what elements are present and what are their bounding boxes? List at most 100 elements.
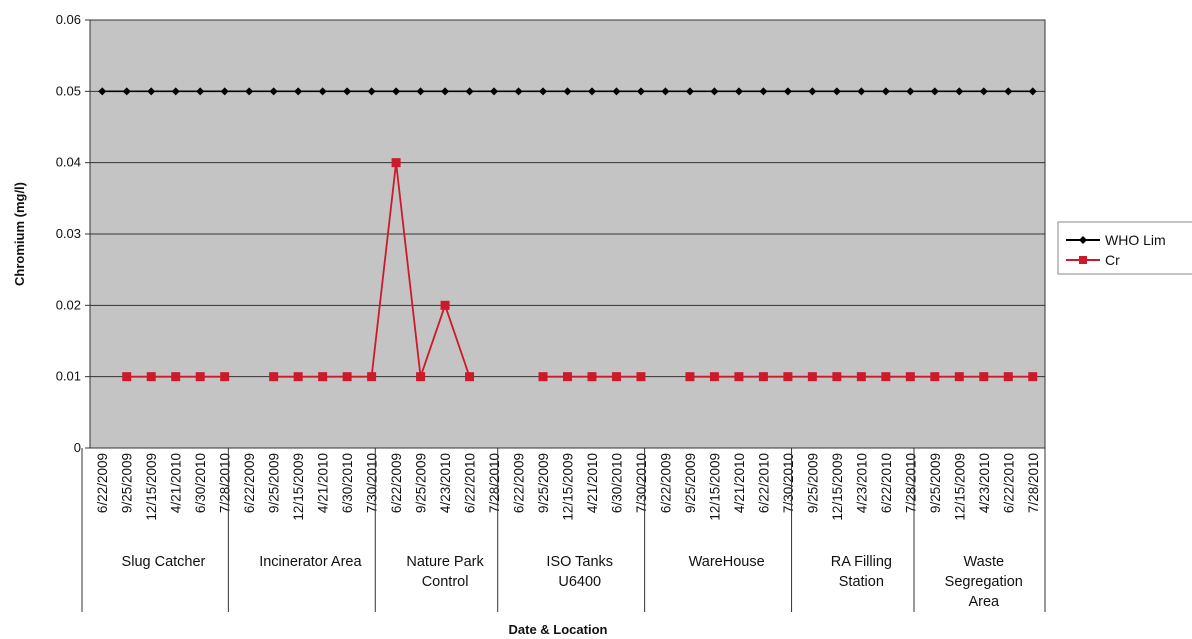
- data-point: [1004, 87, 1013, 96]
- x-date-label: 6/22/2009: [389, 453, 404, 513]
- data-point: [1003, 372, 1013, 382]
- data-point: [661, 87, 670, 96]
- data-point: [367, 372, 377, 382]
- data-point: [416, 372, 426, 382]
- data-point: [611, 372, 621, 382]
- legend-marker-cr: [1079, 256, 1087, 264]
- data-point: [636, 87, 645, 96]
- legend-marker-who: [1079, 236, 1087, 244]
- x-date-label: 12/15/2009: [707, 453, 722, 521]
- x-date-label: 12/15/2009: [291, 453, 306, 521]
- data-point: [539, 87, 548, 96]
- data-point: [832, 87, 841, 96]
- x-axis-title: Date & Location: [509, 622, 608, 637]
- data-point: [220, 372, 230, 382]
- y-axis-title: Chromium (mg/l): [12, 182, 27, 286]
- y-tick-label: 0: [74, 440, 81, 455]
- x-date-label: 4/23/2010: [854, 453, 869, 513]
- group-label: WareHouse: [689, 554, 765, 570]
- data-point: [563, 87, 572, 96]
- data-point: [367, 87, 376, 96]
- x-date-label: 12/15/2009: [952, 453, 967, 521]
- y-tick-label: 0.01: [56, 369, 81, 384]
- data-point: [906, 87, 915, 96]
- x-date-label: 9/25/2009: [267, 453, 282, 513]
- x-date-label: 6/22/2009: [658, 453, 673, 513]
- x-date-label: 7/30/2010: [365, 453, 380, 513]
- data-point: [465, 372, 475, 382]
- x-date-label: 6/30/2010: [340, 453, 355, 513]
- group-label: ISO Tanks: [546, 554, 613, 570]
- x-date-label: 4/23/2010: [438, 453, 453, 513]
- x-date-label: 4/21/2010: [169, 453, 184, 513]
- data-point: [465, 87, 474, 96]
- data-point: [807, 372, 817, 382]
- data-point: [979, 87, 988, 96]
- x-date-label: 7/30/2010: [634, 453, 649, 513]
- group-label: Segregation: [945, 574, 1023, 590]
- data-point: [294, 87, 303, 96]
- data-point: [343, 87, 352, 96]
- x-date-label: 6/22/2010: [756, 453, 771, 513]
- x-date-label: 4/23/2010: [977, 453, 992, 513]
- data-point: [612, 87, 621, 96]
- data-point: [881, 372, 891, 382]
- group-label: U6400: [558, 574, 601, 590]
- data-point: [783, 372, 793, 382]
- group-label: RA Filling: [831, 554, 892, 570]
- data-point: [318, 372, 328, 382]
- x-date-label: 9/25/2009: [683, 453, 698, 513]
- data-point: [440, 300, 450, 310]
- group-label: Nature Park: [406, 554, 484, 570]
- data-point: [98, 87, 107, 96]
- x-date-label: 9/25/2009: [536, 453, 551, 513]
- legend-box: [1057, 221, 1192, 275]
- x-date-label: 4/21/2010: [732, 453, 747, 513]
- data-point: [1028, 372, 1038, 382]
- x-date-label: 7/28/2010: [1026, 453, 1041, 513]
- data-point: [171, 87, 180, 96]
- series-0: [98, 87, 1037, 96]
- y-tick-label: 0.03: [56, 226, 81, 241]
- legend-label-who: WHO Lim: [1105, 232, 1166, 248]
- data-point: [587, 87, 596, 96]
- data-point: [856, 372, 866, 382]
- x-date-label: 6/30/2010: [193, 453, 208, 513]
- data-point: [171, 372, 181, 382]
- data-point: [881, 87, 890, 96]
- group-label: Incinerator Area: [259, 554, 362, 570]
- data-point: [416, 87, 425, 96]
- data-point: [930, 87, 939, 96]
- x-date-label: 12/15/2009: [561, 453, 576, 521]
- y-tick-label: 0.04: [56, 155, 81, 170]
- x-date-label: 12/15/2009: [830, 453, 845, 521]
- x-date-label: 6/22/2010: [1001, 453, 1016, 513]
- data-point: [954, 372, 964, 382]
- x-date-label: 4/21/2010: [585, 453, 600, 513]
- x-axis-categories: 6/22/2009 9/25/2009 12/15/2009 4/21/2010 6/3…: [81, 448, 1046, 612]
- data-point: [734, 372, 744, 382]
- data-point: [269, 87, 278, 96]
- x-date-label: 9/25/2009: [805, 453, 820, 513]
- x-date-label: 6/22/2009: [242, 453, 257, 513]
- x-date-label: 4/21/2010: [316, 453, 331, 513]
- x-date-label: 7/30/2010: [781, 453, 796, 513]
- data-point: [587, 372, 597, 382]
- data-point: [245, 87, 254, 96]
- data-point: [857, 87, 866, 96]
- x-date-label: 7/28/2010: [487, 453, 502, 513]
- x-date-label: 7/28/2010: [218, 453, 233, 513]
- data-point: [563, 372, 572, 382]
- y-axis-ticks: 0 0.01 0.02 0.03 0.04 0.05 0.06: [56, 12, 90, 455]
- data-point: [759, 87, 768, 96]
- data-point: [734, 87, 743, 96]
- data-point: [832, 372, 842, 382]
- data-point: [808, 87, 817, 96]
- group-label: Station: [839, 574, 884, 590]
- group-label: Slug Catcher: [122, 554, 206, 570]
- y-tick-label: 0.06: [56, 12, 81, 27]
- data-point: [930, 372, 940, 382]
- data-point: [269, 372, 279, 382]
- data-point: [783, 87, 792, 96]
